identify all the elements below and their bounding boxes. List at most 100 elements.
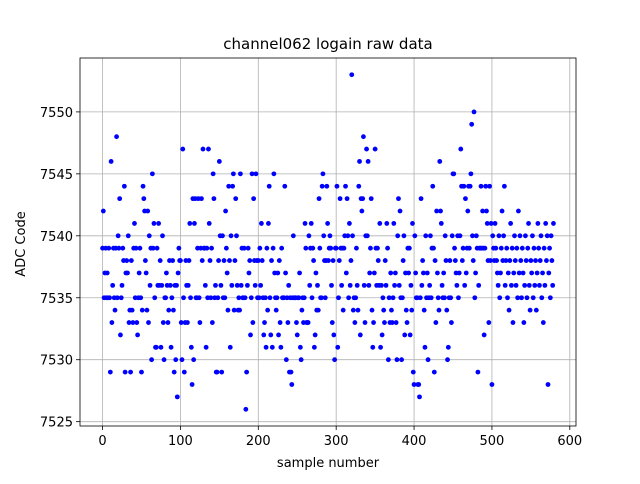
- point: [473, 270, 478, 276]
- chart-title: channel062 logain raw data: [223, 35, 432, 53]
- point: [350, 307, 356, 313]
- point: [354, 245, 359, 251]
- point: [375, 245, 380, 251]
- point: [252, 282, 258, 288]
- point: [238, 282, 244, 288]
- point: [493, 245, 499, 251]
- point: [406, 270, 412, 276]
- point: [496, 233, 502, 239]
- point: [228, 233, 234, 239]
- point: [138, 295, 144, 301]
- point: [533, 307, 539, 313]
- point: [247, 258, 253, 263]
- point: [419, 282, 425, 288]
- point: [166, 307, 172, 313]
- point: [385, 245, 390, 251]
- point: [344, 196, 350, 202]
- point: [547, 295, 553, 301]
- point: [360, 196, 366, 202]
- point: [179, 357, 185, 363]
- point: [516, 270, 522, 276]
- point: [210, 171, 216, 177]
- point: [492, 221, 498, 226]
- point: [118, 332, 123, 338]
- point: [418, 196, 424, 202]
- point: [207, 258, 213, 263]
- point: [178, 320, 184, 325]
- y-tick-label: 7530: [40, 354, 73, 369]
- point: [508, 221, 514, 226]
- point: [216, 258, 221, 263]
- point: [229, 282, 235, 288]
- point: [156, 221, 162, 226]
- point: [425, 357, 431, 363]
- point: [137, 245, 143, 251]
- point: [458, 146, 464, 152]
- point: [259, 258, 265, 263]
- point: [202, 282, 208, 288]
- point: [237, 307, 243, 313]
- point: [325, 221, 331, 226]
- point: [369, 307, 375, 313]
- point: [530, 233, 535, 239]
- point: [121, 183, 127, 189]
- x-axis-title: sample number: [277, 456, 380, 471]
- point: [149, 171, 155, 177]
- point: [416, 382, 422, 387]
- point: [294, 332, 300, 338]
- point: [256, 295, 262, 301]
- point: [437, 159, 443, 164]
- point: [215, 295, 221, 301]
- point: [206, 146, 211, 152]
- point: [449, 233, 455, 239]
- point: [271, 171, 277, 177]
- point: [315, 307, 321, 313]
- point: [273, 307, 279, 313]
- point: [347, 221, 352, 226]
- point: [268, 332, 274, 338]
- point: [382, 258, 388, 263]
- point: [321, 233, 327, 239]
- point: [270, 245, 276, 251]
- point: [456, 295, 461, 301]
- point: [249, 171, 255, 177]
- point: [318, 295, 324, 301]
- point: [259, 221, 264, 226]
- point: [487, 183, 492, 189]
- point: [539, 295, 545, 301]
- point: [219, 369, 225, 375]
- point: [330, 258, 336, 263]
- point: [355, 307, 361, 313]
- point: [537, 282, 542, 288]
- point: [378, 344, 383, 350]
- point: [442, 295, 447, 301]
- point: [465, 208, 471, 214]
- point: [204, 245, 210, 251]
- point: [379, 332, 385, 338]
- point: [151, 221, 157, 226]
- point: [482, 245, 488, 251]
- point: [286, 282, 292, 288]
- x-tick-label: 0: [98, 434, 106, 449]
- point: [257, 245, 263, 251]
- point: [361, 134, 366, 140]
- point: [436, 307, 442, 313]
- point: [502, 282, 508, 288]
- point: [513, 282, 519, 288]
- point: [538, 233, 544, 239]
- point: [401, 233, 407, 239]
- point: [269, 258, 274, 263]
- point: [188, 295, 193, 301]
- point: [116, 245, 122, 251]
- point: [422, 344, 428, 350]
- point: [275, 270, 281, 276]
- point: [134, 320, 140, 325]
- point: [438, 208, 443, 214]
- point: [466, 245, 472, 251]
- point: [209, 245, 214, 251]
- point: [149, 357, 155, 363]
- point: [125, 233, 131, 239]
- point: [443, 258, 449, 263]
- point: [186, 258, 192, 263]
